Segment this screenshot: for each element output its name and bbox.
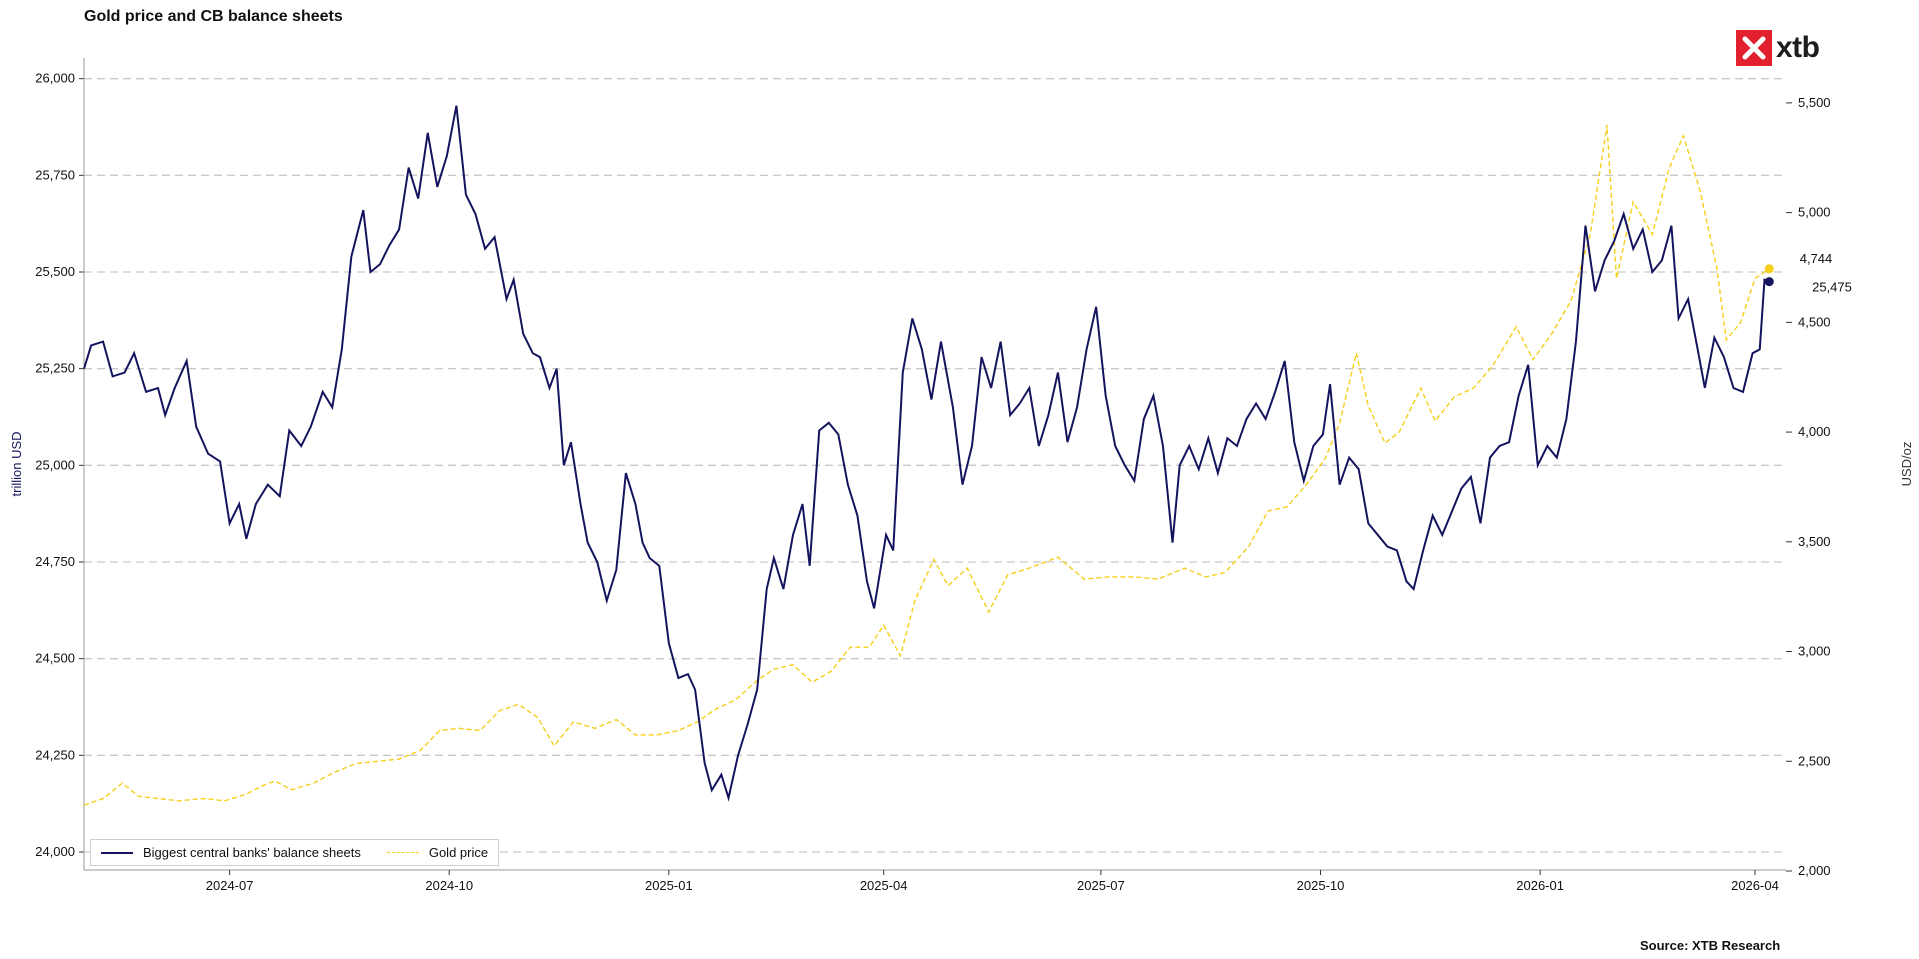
y-right-tick-label: 5,500 <box>1798 95 1831 110</box>
y-right-tick-label: 3,500 <box>1798 534 1831 549</box>
xtb-x-icon <box>1736 30 1772 66</box>
legend-label-balance: Biggest central banks' balance sheets <box>143 845 361 860</box>
y-right-tick-label: 3,000 <box>1798 644 1831 659</box>
y-right-axis-title: USD/oz <box>1899 442 1914 487</box>
y-right-tick-label: 2,000 <box>1798 863 1831 878</box>
x-tick-label: 2024-07 <box>206 878 254 893</box>
y-left-tick-label: 25,750 <box>35 167 75 182</box>
y-right-tick-label: 5,000 <box>1798 205 1831 220</box>
y-right-tick-label: 4,000 <box>1798 424 1831 439</box>
source-note: Source: XTB Research <box>1640 938 1781 953</box>
y-left-tick-label: 24,000 <box>35 844 75 859</box>
legend-swatch-gold <box>386 852 419 853</box>
x-tick-label: 2026-04 <box>1731 878 1779 893</box>
y-left-tick-label: 25,000 <box>35 457 75 472</box>
xtb-logo: xtb <box>1736 30 1820 66</box>
y-left-tick-label: 25,250 <box>35 361 75 376</box>
x-tick-label: 2025-04 <box>860 878 908 893</box>
legend-label-gold: Gold price <box>428 845 489 860</box>
y-left-tick-label: 25,500 <box>35 264 75 279</box>
gold-price-line <box>83 124 1770 806</box>
x-tick-label: 2025-10 <box>1297 878 1345 893</box>
y-left-tick-label: 26,000 <box>35 71 75 86</box>
y-left-tick-label: 24,750 <box>35 554 75 569</box>
y-right-tick-label: 2,500 <box>1798 753 1831 768</box>
x-tick-label: 2025-07 <box>1077 878 1125 893</box>
balance-last-value-label: 25,475 <box>1812 280 1852 295</box>
balance-sheet-line <box>83 105 1770 802</box>
gold-last-value-label: 4,744 <box>1800 251 1833 266</box>
y-left-axis-title: trillion USD <box>9 431 24 496</box>
chart-title: Gold price and CB balance sheets <box>84 8 343 25</box>
y-right-tick-label: 4,500 <box>1798 314 1831 329</box>
legend-item-gold: Gold price <box>386 845 489 860</box>
x-tick-label: 2026-01 <box>1516 878 1564 893</box>
gold-last-point <box>1764 264 1774 274</box>
logo-text: xtb <box>1776 31 1820 64</box>
legend-swatch-balance <box>101 851 133 854</box>
y-left-tick-label: 24,500 <box>35 651 75 666</box>
x-tick-label: 2025-01 <box>645 878 693 893</box>
x-tick-label: 2024-10 <box>425 878 473 893</box>
legend-item-balance: Biggest central banks' balance sheets <box>101 845 361 860</box>
legend: Biggest central banks' balance sheets Go… <box>90 839 500 866</box>
balance-last-point <box>1764 277 1774 287</box>
y-left-tick-label: 24,250 <box>35 747 75 762</box>
